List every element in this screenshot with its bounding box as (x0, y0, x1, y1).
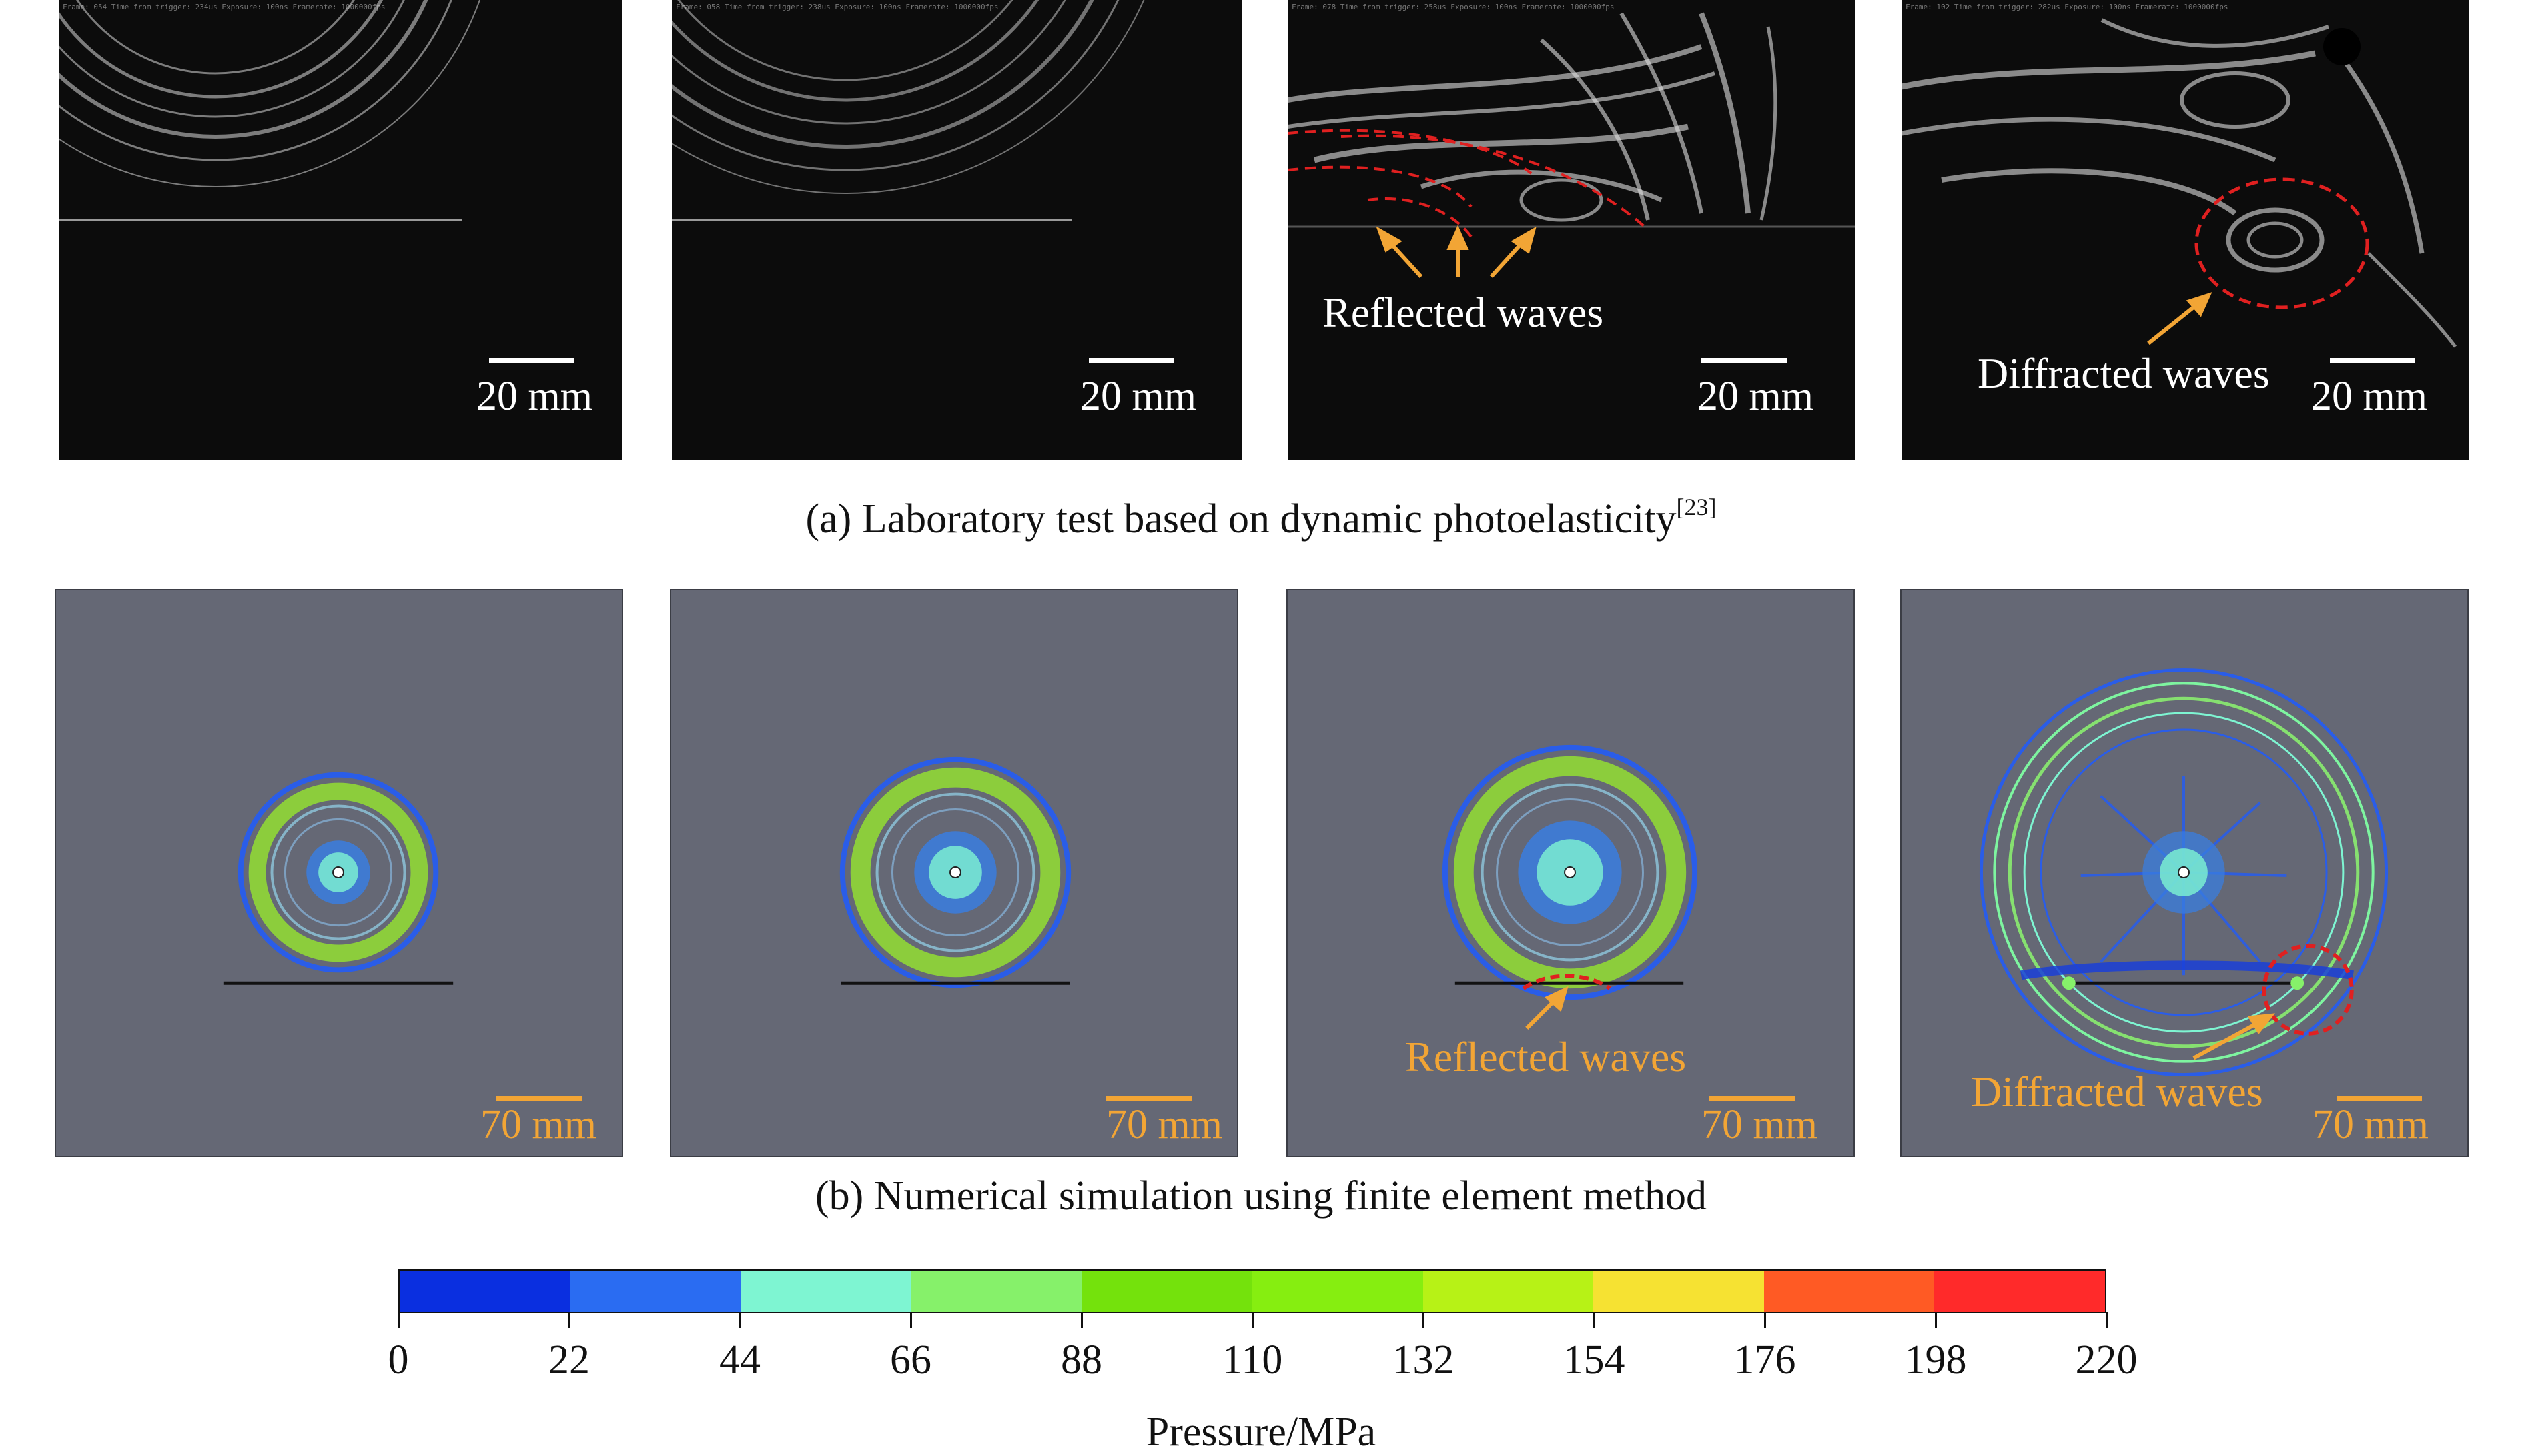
reflected-waves-label: Reflected waves (1322, 289, 1604, 336)
diffracted-wave-arrow (2147, 292, 2212, 345)
scale-bar (1701, 358, 1787, 363)
reflected-wave-arrow (1525, 986, 1569, 1030)
reflected-wave-marker (1522, 974, 1611, 990)
colorbar-tick-label: 22 (548, 1337, 590, 1383)
sim-wavefront-2 (839, 756, 1072, 988)
diffracted-wave-arrow (2192, 1013, 2276, 1060)
colorbar-tick (2105, 1312, 2108, 1328)
colorbar-segment (570, 1271, 741, 1312)
colorbar-tick-label: 0 (388, 1337, 409, 1383)
sim-wavefront-1 (223, 772, 454, 985)
photo-hud-4: Frame: 102 Time from trigger: 282us Expo… (1906, 3, 2228, 11)
scale-bar (1106, 1096, 1192, 1101)
scale-label: 20 mm (1697, 374, 1813, 419)
scale-label: 20 mm (476, 374, 592, 419)
colorbar-tick-label: 132 (1392, 1337, 1454, 1383)
scale-bar (1089, 358, 1174, 363)
colorbar-tick (909, 1312, 912, 1328)
diffracted-wave-marker (2262, 944, 2354, 1036)
colorbar-tick (1763, 1312, 1766, 1328)
colorbar-segment (400, 1271, 570, 1312)
scale-bar (489, 358, 574, 363)
photo-hud-3: Frame: 078 Time from trigger: 258us Expo… (1292, 3, 1615, 11)
caption-row-a: (a) Laboratory test based on dynamic pho… (0, 495, 2522, 540)
pressure-colorbar (398, 1269, 2106, 1313)
scale-label: 20 mm (1080, 374, 1196, 419)
sim-panel-4: Diffracted waves 70 mm (1900, 589, 2469, 1157)
scale-bar (1709, 1096, 1795, 1101)
photo-hud-1: Frame: 054 Time from trigger: 234us Expo… (63, 3, 386, 11)
colorbar-tick-label: 198 (1904, 1337, 1967, 1383)
reflected-wave-markers (1288, 129, 1646, 238)
caption-row-b: (b) Numerical simulation using finite el… (0, 1175, 2522, 1217)
sim-panel-2: 70 mm (670, 589, 1238, 1157)
sim-panel-1: 70 mm (55, 589, 623, 1157)
scale-label: 70 mm (1701, 1102, 1817, 1147)
photo-hud-2: Frame: 058 Time from trigger: 238us Expo… (676, 3, 999, 11)
colorbar-tick (1080, 1312, 1083, 1328)
colorbar-tick-label: 176 (1733, 1337, 1796, 1383)
colorbar-tick (568, 1312, 570, 1328)
colorbar-tick-label: 66 (890, 1337, 931, 1383)
photo-fringes-2 (672, 0, 1145, 221)
colorbar-segment (1593, 1271, 1764, 1312)
colorbar-tick-label: 154 (1563, 1337, 1625, 1383)
colorbar-segment (1763, 1271, 1935, 1312)
caption-b-text: (b) Numerical simulation using finite el… (815, 1173, 1707, 1219)
colorbar-tick (1934, 1312, 1937, 1328)
caption-a-ref: [23] (1676, 494, 1717, 520)
diffracted-waves-label: Diffracted waves (1971, 1068, 2263, 1115)
scale-bar (496, 1096, 582, 1101)
colorbar-tick-label: 88 (1061, 1337, 1102, 1383)
photo-panel-4: Frame: 102 Time from trigger: 282us Expo… (1902, 0, 2469, 460)
colorbar-segment (911, 1271, 1082, 1312)
scale-bar (2337, 1096, 2422, 1101)
colorbar-tick (1251, 1312, 1254, 1328)
colorbar-tick (1593, 1312, 1595, 1328)
colorbar-segment (741, 1271, 911, 1312)
colorbar-segment (1934, 1271, 2105, 1312)
scale-label: 20 mm (2311, 374, 2427, 419)
caption-a-text: (a) Laboratory test based on dynamic pho… (805, 496, 1677, 542)
colorbar-segment (1422, 1271, 1594, 1312)
reflected-wave-arrows (1376, 225, 1537, 279)
colorbar-tick-label: 44 (719, 1337, 761, 1383)
reflected-waves-label: Reflected waves (1405, 1033, 1687, 1080)
colorbar-unit-label: Pressure/MPa (1146, 1409, 1376, 1455)
sim-panel-3: Reflected waves 70 mm (1286, 589, 1855, 1157)
diffracted-wave-marker (2194, 177, 2369, 309)
photo-panel-1: Frame: 054 Time from trigger: 234us Expo… (59, 0, 622, 460)
sim-wavefront-3 (1442, 744, 1698, 1030)
colorbar-tick (397, 1312, 400, 1328)
scale-label: 70 mm (1106, 1102, 1222, 1147)
colorbar-segment (1252, 1271, 1423, 1312)
scale-label: 70 mm (2313, 1102, 2429, 1147)
colorbar-tick (739, 1312, 741, 1328)
diffracted-waves-label: Diffracted waves (1978, 349, 2270, 397)
scale-label: 70 mm (480, 1102, 596, 1147)
photo-fringes-1 (59, 0, 480, 221)
photo-panel-3: Frame: 078 Time from trigger: 258us Expo… (1288, 0, 1855, 460)
colorbar-tick-label: 220 (2075, 1337, 2138, 1383)
photo-panel-2: Frame: 058 Time from trigger: 238us Expo… (672, 0, 1242, 460)
photo-fringes-3 (1288, 12, 1855, 279)
colorbar-tick (1422, 1312, 1424, 1328)
colorbar-segment (1082, 1271, 1252, 1312)
sim-wavefront-4 (1979, 668, 2389, 1077)
photo-fringes-4 (1902, 18, 2457, 348)
scale-bar (2330, 358, 2415, 363)
colorbar-tick-label: 110 (1222, 1337, 1283, 1383)
